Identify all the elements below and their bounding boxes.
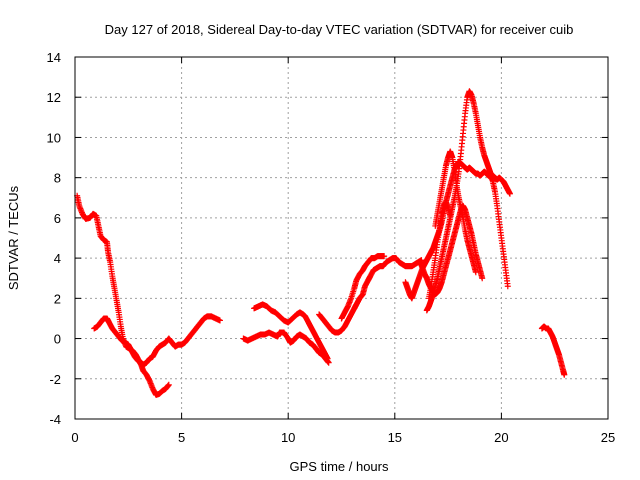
y-tick-label: 0 — [54, 332, 61, 347]
series-arc-11 — [425, 198, 454, 302]
x-axis-label: GPS time / hours — [290, 459, 389, 474]
series-arc-10 — [432, 148, 479, 276]
x-tick-label: 0 — [71, 430, 78, 445]
data-point-marker — [381, 253, 388, 260]
data-point-marker — [479, 275, 486, 282]
y-tick-label: 2 — [54, 291, 61, 306]
data-point-marker — [324, 355, 331, 362]
series-arc-6 — [338, 253, 388, 322]
data-point-marker — [506, 190, 513, 197]
grid — [75, 57, 608, 419]
y-tick-label: 14 — [47, 50, 61, 65]
y-tick-label: -4 — [49, 412, 61, 427]
y-tick-label: 6 — [54, 211, 61, 226]
data-point-marker — [472, 269, 479, 276]
axis-ticks — [74, 56, 609, 420]
x-tick-label: 5 — [178, 430, 185, 445]
y-tick-label: 4 — [54, 251, 61, 266]
y-axis-label: SDTVAR / TECUs — [6, 185, 21, 290]
data-point-marker — [165, 381, 172, 388]
plot-frame — [74, 56, 609, 420]
series-arc-12 — [538, 323, 568, 378]
x-tick-label: 25 — [601, 430, 615, 445]
x-tick-label: 15 — [388, 430, 402, 445]
y-tick-label: 12 — [47, 90, 61, 105]
y-tick-label: 8 — [54, 171, 61, 186]
data-point-marker — [325, 359, 332, 366]
chart-title: Day 127 of 2018, Sidereal Day-to-day VTE… — [105, 22, 574, 37]
y-tick-label: -2 — [49, 372, 61, 387]
data-point-marker — [447, 212, 454, 219]
tick-labels: 0 5 10 15 20 25 -4 -2 0 2 4 6 8 10 12 14 — [47, 50, 616, 445]
series-arc-5 — [316, 255, 425, 336]
x-tick-label: 20 — [494, 430, 508, 445]
y-tick-label: 10 — [47, 130, 61, 145]
series-arc-2 — [91, 313, 223, 368]
data-point-marker — [561, 371, 568, 378]
series-arc-4 — [251, 301, 331, 362]
data-markers — [74, 88, 568, 398]
data-point-marker — [216, 317, 223, 324]
series-arc-3 — [240, 329, 332, 366]
series-arc-1 — [74, 192, 172, 398]
data-point-marker — [504, 283, 511, 290]
series-arc-9 — [423, 88, 511, 314]
x-tick-label: 10 — [281, 430, 295, 445]
